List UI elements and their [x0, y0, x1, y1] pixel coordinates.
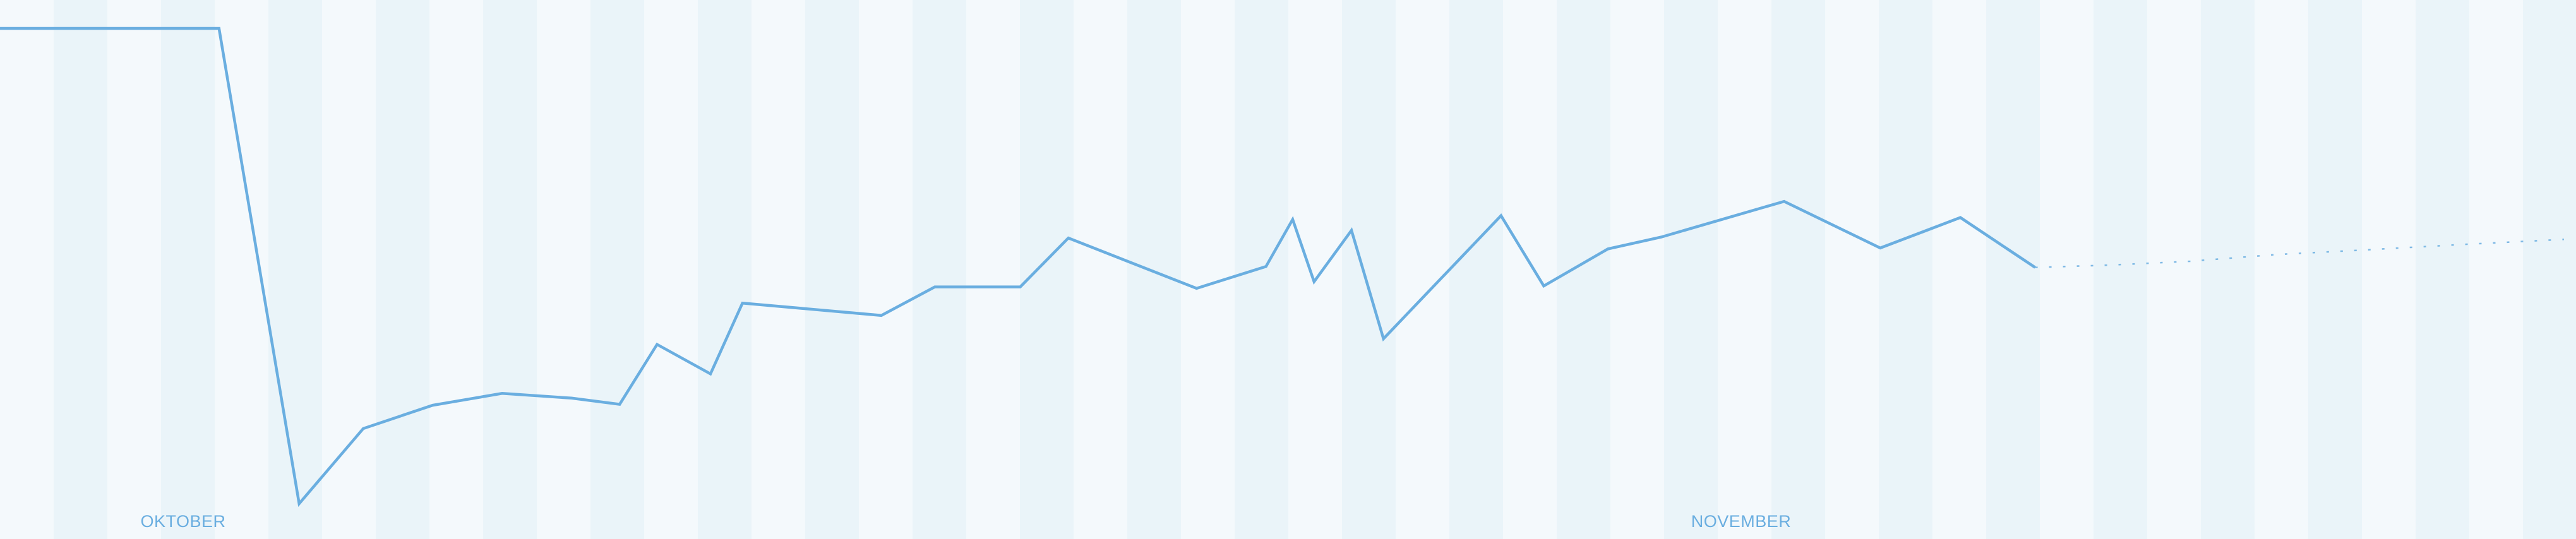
background-band: [322, 0, 376, 539]
x-tick-label-november: NOVEMBER: [1691, 512, 1792, 531]
background-band: [429, 0, 483, 539]
background-band: [1932, 0, 1986, 539]
background-band: [1074, 0, 1127, 539]
background-band: [0, 0, 54, 539]
background-band: [590, 0, 644, 539]
background-band: [2040, 0, 2094, 539]
background-band: [1342, 0, 1396, 539]
background-band: [1771, 0, 1825, 539]
background-band: [1235, 0, 1288, 539]
background-band: [859, 0, 913, 539]
background-band: [1879, 0, 1932, 539]
background-band: [268, 0, 322, 539]
background-band: [1288, 0, 1342, 539]
background-band: [698, 0, 752, 539]
background-band: [1664, 0, 1718, 539]
background-band: [2362, 0, 2416, 539]
background-band: [1718, 0, 1771, 539]
x-tick-label-oktober: OKTOBER: [140, 512, 225, 531]
background-band: [1610, 0, 1664, 539]
background-band: [913, 0, 966, 539]
background-band: [376, 0, 429, 539]
background-band: [483, 0, 537, 539]
background-band: [2416, 0, 2469, 539]
background-band: [1396, 0, 1449, 539]
background-band: [644, 0, 698, 539]
background-band: [2201, 0, 2255, 539]
background-band: [805, 0, 859, 539]
background-band: [2147, 0, 2201, 539]
background-band: [1449, 0, 1503, 539]
background-band: [752, 0, 805, 539]
background-band: [537, 0, 590, 539]
background-band: [1503, 0, 1557, 539]
background-band: [161, 0, 215, 539]
series-layer: [0, 27, 2565, 507]
background-band: [1557, 0, 1610, 539]
background-band: [2094, 0, 2147, 539]
background-band: [54, 0, 107, 539]
background-band: [1181, 0, 1235, 539]
series-line: [0, 27, 2036, 507]
background-band: [1825, 0, 1879, 539]
background-band: [1127, 0, 1181, 539]
background-band: [1020, 0, 1074, 539]
background-band: [1986, 0, 2040, 539]
background-band: [2308, 0, 2362, 539]
background-band: [107, 0, 161, 539]
background-band: [2523, 0, 2576, 539]
background-band: [2469, 0, 2523, 539]
background-band: [2255, 0, 2308, 539]
x-axis-labels: OKTOBER NOVEMBER: [140, 512, 1792, 531]
background-band: [966, 0, 1020, 539]
